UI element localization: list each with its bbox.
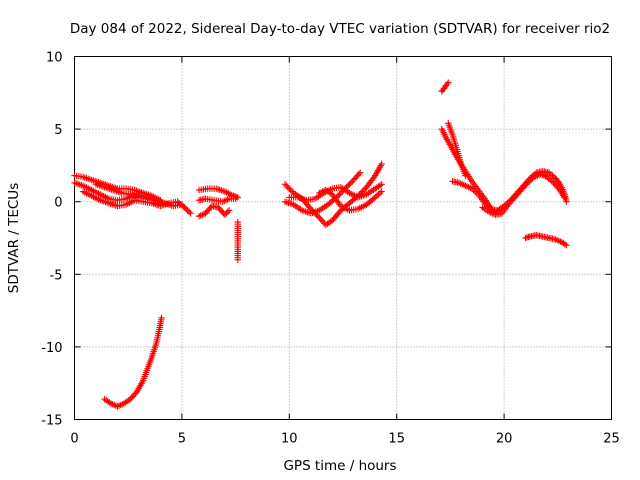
x-tick-label: 20 xyxy=(496,432,513,447)
data-point xyxy=(337,189,345,197)
y-tick-label: 0 xyxy=(54,196,62,211)
axis-ticks xyxy=(74,56,612,420)
data-point xyxy=(281,181,289,188)
data-point xyxy=(462,172,469,179)
data-point xyxy=(225,207,233,214)
y-tick-label: -15 xyxy=(41,414,62,429)
data-point xyxy=(473,189,480,197)
series-arc-3 xyxy=(101,314,165,410)
data-point xyxy=(555,185,562,192)
data-point xyxy=(443,80,451,88)
data-point xyxy=(178,201,186,208)
data-point xyxy=(158,314,165,322)
series-arc-7 xyxy=(522,231,570,249)
data-point xyxy=(378,188,385,195)
data-point xyxy=(224,208,231,216)
data-point xyxy=(182,205,190,213)
x-axis-title: GPS time / hours xyxy=(283,458,396,474)
data-point xyxy=(355,170,363,178)
data-point xyxy=(349,178,356,185)
x-axis-tick-labels: 0 5 10 15 20 25 xyxy=(70,432,619,447)
data-point xyxy=(445,79,452,86)
data-point xyxy=(185,208,193,216)
data-point xyxy=(561,194,568,201)
series-arc-5b xyxy=(438,125,499,217)
data-point xyxy=(378,181,385,188)
x-tick-label: 10 xyxy=(281,432,298,447)
plot-area-frame xyxy=(74,56,612,420)
y-axis-tick-labels: -15 -10 -5 0 5 10 xyxy=(41,51,62,429)
data-point xyxy=(376,189,384,197)
data-point xyxy=(199,211,206,218)
data-points xyxy=(71,79,570,410)
y-tick-label: -10 xyxy=(41,341,62,356)
data-point xyxy=(378,160,385,168)
data-point xyxy=(356,169,364,176)
data-point xyxy=(286,185,293,192)
data-point xyxy=(563,198,570,205)
data-point xyxy=(359,188,366,195)
x-tick-label: 25 xyxy=(603,432,620,447)
series-arc-1d xyxy=(92,181,186,210)
data-point xyxy=(561,241,569,248)
series-arc-2d xyxy=(234,218,241,263)
data-point xyxy=(523,181,530,188)
series-arc-4d xyxy=(316,186,385,214)
data-point xyxy=(187,210,194,217)
data-point xyxy=(347,179,355,187)
data-point xyxy=(287,186,294,194)
data-point xyxy=(221,211,229,218)
data-point xyxy=(344,182,352,189)
y-tick-label: -5 xyxy=(50,268,63,283)
y-tick-label: 5 xyxy=(54,123,62,138)
data-point xyxy=(346,181,353,188)
data-point xyxy=(223,210,230,217)
data-point xyxy=(207,204,214,211)
series-arc-2c xyxy=(195,195,239,205)
chart-title: Day 084 of 2022, Sidereal Day-to-day VTE… xyxy=(70,21,610,37)
x-tick-label: 5 xyxy=(178,432,186,447)
data-point xyxy=(336,191,343,198)
grid-lines xyxy=(74,56,612,420)
y-tick-label: 10 xyxy=(46,51,63,66)
series-arc-2b xyxy=(195,202,233,220)
series-arc-5c xyxy=(445,120,469,179)
y-axis-title: SDTVAR / TECUs xyxy=(6,183,22,293)
data-point xyxy=(375,191,382,198)
data-point xyxy=(563,242,570,249)
x-tick-label: 0 xyxy=(70,432,78,447)
x-tick-label: 15 xyxy=(388,432,405,447)
series-arc-6b xyxy=(479,170,568,218)
data-point xyxy=(184,207,191,214)
data-point xyxy=(234,256,241,263)
data-point xyxy=(232,195,239,202)
data-point xyxy=(284,183,292,191)
series-arc-5a xyxy=(438,79,452,95)
data-point xyxy=(222,197,230,204)
data-point xyxy=(283,182,290,189)
data-point xyxy=(360,186,367,194)
